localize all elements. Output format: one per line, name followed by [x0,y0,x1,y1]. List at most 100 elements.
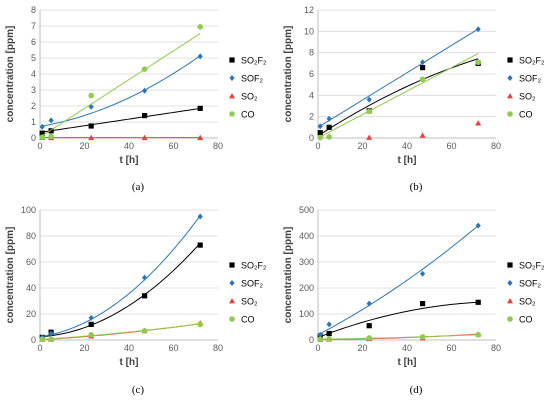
legend-marker [229,93,235,99]
x-tick-label: 0 [315,141,320,151]
y-tick-label: 100 [299,309,314,319]
x-tick-label: 60 [446,343,456,353]
chart-panel-2: 0 2 4 6 8 10 12 0 20 40 60 80 t [h] concentration [pp… [283,5,545,193]
data-point [326,124,332,130]
data-point [475,222,481,229]
y-tick-label: 80 [26,231,36,241]
x-tick-label: 20 [79,343,89,353]
data-point [419,76,426,83]
legend-marker [229,75,235,81]
trendline [42,323,201,340]
y-tick-label: 5 [31,53,36,63]
trendline [42,215,201,337]
data-point [88,321,94,327]
y-tick-label: 0 [31,335,36,345]
data-point [197,242,203,248]
x-tick-label: 0 [37,343,42,353]
x-tick-label: 60 [168,141,178,151]
data-point [141,328,148,334]
y-axis-title: concentration [ppm] [283,26,294,123]
trendline [319,53,479,138]
chart-panel-3: 0 20 40 60 80 100 0 20 40 60 80 t [h] concentration … [5,205,267,396]
x-tick-label: 80 [213,141,223,151]
data-point [39,134,46,140]
data-point [366,134,373,140]
y-axis-title: concentration [ppm] [5,26,16,123]
x-axis-title: t [h] [120,357,139,368]
data-point [317,134,324,141]
legend-marker [229,57,235,63]
data-point [197,24,203,30]
data-point [141,66,148,72]
data-point [141,87,148,94]
panel-label: (d) [410,384,423,396]
y-tick-label: 2 [309,112,314,122]
data-point [48,336,54,343]
y-axis-title: concentration [ppm] [5,227,16,324]
data-point [317,130,323,136]
y-tick-label: 100 [21,205,36,215]
legend-marker [229,111,235,117]
legend-marker [229,316,235,322]
trendline [41,33,201,137]
data-point [419,65,426,71]
x-tick-label: 40 [124,343,134,353]
y-tick-label: 8 [31,5,36,15]
x-tick-label: 20 [79,141,89,151]
x-axis-title: t [h] [398,357,417,368]
y-tick-label: 10 [304,26,314,36]
data-point [366,323,372,329]
legend-label: SO₂ [241,297,258,307]
data-point [88,123,94,129]
data-point [326,330,332,337]
legend-label: CO [519,110,533,120]
legend-marker [507,262,513,268]
data-point [48,133,54,140]
data-point [88,332,94,338]
data-point [475,332,482,338]
data-point [326,336,332,342]
data-point [197,321,203,328]
data-point [317,123,323,130]
panel-label: (b) [410,181,423,193]
data-point [197,134,204,141]
trendline [320,334,479,340]
trendline [42,55,201,127]
data-point [317,331,323,338]
data-point [141,134,148,141]
x-tick-label: 0 [37,141,42,151]
x-tick-label: 80 [491,343,501,353]
data-point [475,299,481,305]
data-point [48,330,54,337]
legend-label: SO₂F₂ [519,261,545,271]
legend-label: SOF₂ [519,74,542,84]
legend-marker [229,280,235,286]
data-point [197,105,203,111]
data-point [419,59,426,66]
panel-label: (c) [132,384,145,396]
y-tick-label: 6 [31,37,36,47]
x-tick-label: 40 [402,343,412,353]
data-point [141,113,148,119]
data-point [39,130,45,136]
trendline [42,242,201,338]
data-point [419,301,426,307]
legend-marker [507,111,513,117]
legend-marker [507,298,513,304]
x-axis-title: t [h] [120,155,139,166]
y-tick-label: 400 [299,231,314,241]
legend-marker [229,298,235,304]
data-point [366,335,372,341]
data-point [197,53,203,60]
y-tick-label: 1 [31,117,36,127]
x-tick-label: 60 [168,343,178,353]
data-point [39,123,45,130]
legend-marker [507,57,513,63]
y-tick-label: 300 [299,257,314,267]
legend-marker [507,75,513,81]
data-point [419,132,426,138]
legend-label: SOF₂ [241,74,264,84]
y-tick-label: 0 [309,335,314,345]
